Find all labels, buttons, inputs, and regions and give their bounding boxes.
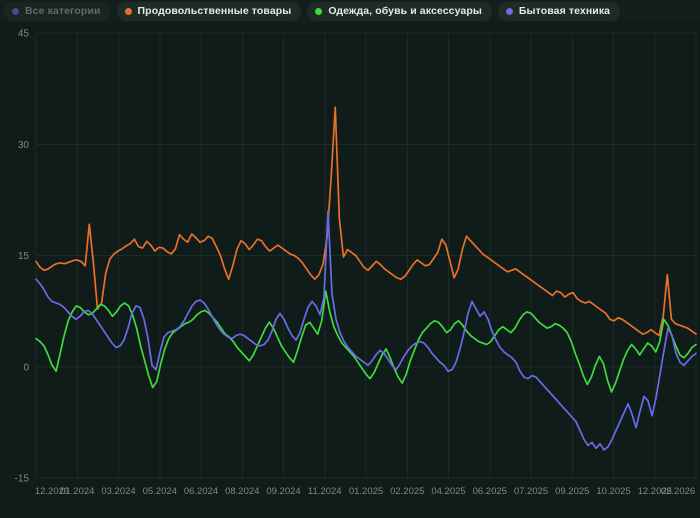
legend-item-label: Бытовая техника — [518, 5, 611, 17]
x-axis-tick-label: 02.2026 — [661, 486, 695, 497]
x-axis-tick-label: 01.2025 — [349, 486, 383, 497]
y-axis-tick-label: 15 — [18, 251, 30, 262]
x-axis-tick-label: 09.2025 — [555, 486, 589, 497]
y-axis-tick-label: 30 — [18, 140, 30, 151]
legend-item-label: Все категории — [25, 5, 101, 17]
x-axis-tick-label: 05.2024 — [143, 486, 177, 497]
legend-item-3[interactable]: Бытовая техника — [497, 1, 621, 21]
legend-item-0[interactable]: Все категории — [4, 1, 111, 21]
legend-item-label: Одежда, обувь и аксессуары — [328, 5, 482, 17]
x-axis-tick-label: 07.2025 — [514, 486, 548, 497]
x-axis-tick-label: 06.2025 — [473, 486, 507, 497]
chart-legend: Все категории Продовольственные товары Оде… — [0, 0, 700, 22]
y-axis-tick-label: 0 — [23, 362, 29, 373]
x-axis-tick-label: 12.2025 — [638, 486, 672, 497]
legend-item-1[interactable]: Продовольственные товары — [116, 1, 302, 21]
plot-area: 45 30 15 0 -15 12.2023 01.2024 03.2024 05.2024 0… — [0, 22, 700, 518]
x-axis-tick-label: 10.2025 — [596, 486, 630, 497]
x-axis-tick-label: 02.2025 — [390, 486, 424, 497]
y-axis-tick-label: -15 — [15, 474, 30, 485]
legend-color-dot-icon — [505, 7, 513, 15]
x-axis-tick-label: 11.2024 — [308, 486, 342, 497]
legend-color-dot-icon — [12, 7, 19, 15]
legend-color-dot-icon — [124, 7, 132, 15]
grid-lines — [35, 32, 697, 479]
legend-item-label: Продовольственные товары — [137, 5, 292, 17]
legend-item-2[interactable]: Одежда, обувь и аксессуары — [307, 1, 492, 21]
series-lines — [35, 106, 697, 451]
x-axis-tick-label: 12.2023 — [35, 486, 69, 497]
x-axis-tick-label: 04.2025 — [431, 486, 465, 497]
x-axis-tick-label: 09.2024 — [266, 486, 300, 497]
y-axis-ticks: 45 30 15 0 -15 — [15, 29, 30, 485]
y-axis-tick-label: 45 — [18, 29, 30, 40]
x-axis-tick-label: 01.2024 — [60, 486, 94, 497]
series-line-0 — [35, 106, 697, 337]
legend-color-dot-icon — [315, 7, 323, 15]
x-axis-tick-label: 03.2024 — [101, 486, 135, 497]
x-axis-tick-label: 08.2024 — [225, 486, 259, 497]
x-axis-tick-label: 06.2024 — [184, 486, 218, 497]
series-line-1 — [35, 290, 697, 393]
series-line-2 — [35, 210, 697, 451]
